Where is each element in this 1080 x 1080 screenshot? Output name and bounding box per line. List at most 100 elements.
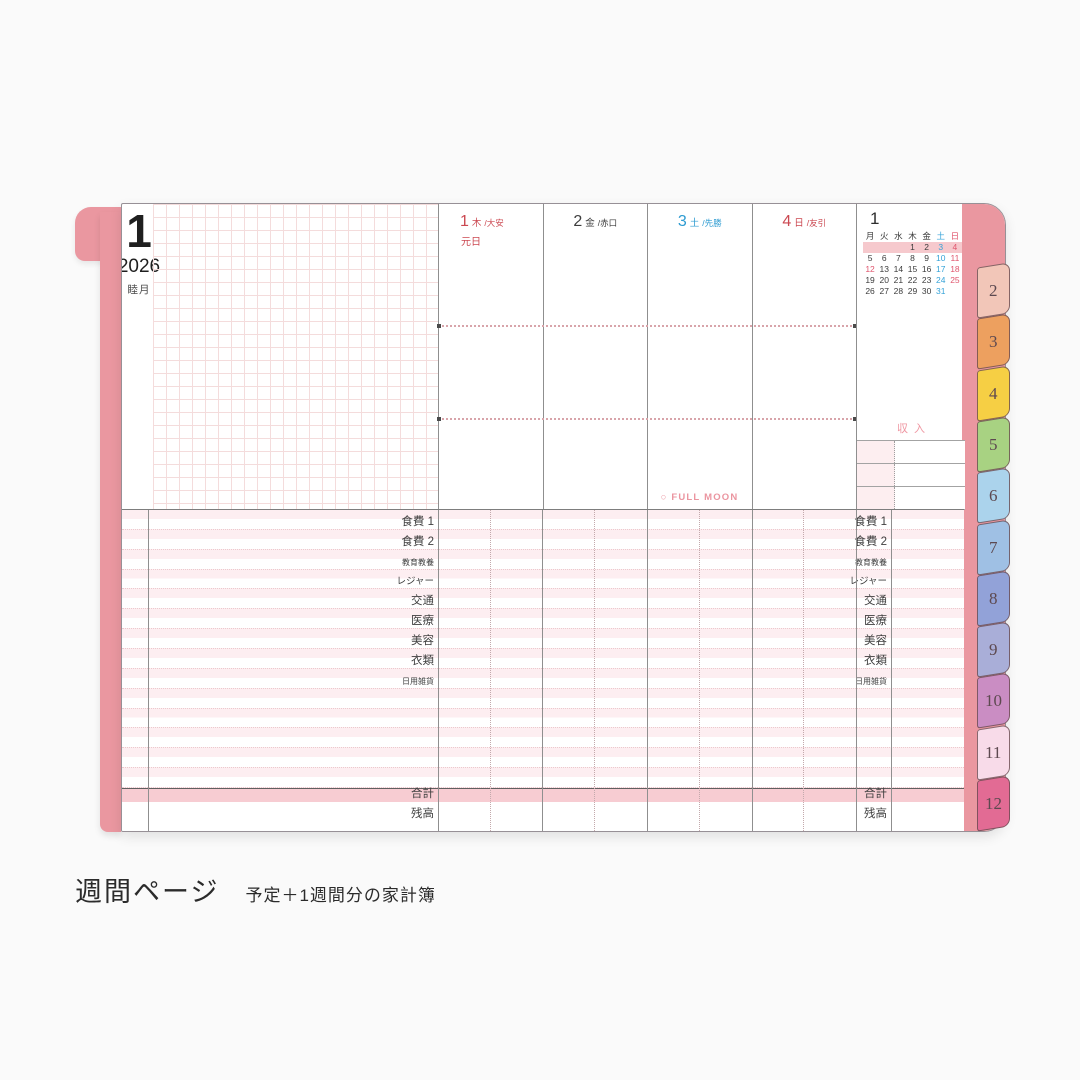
- day-number: 3: [677, 213, 687, 230]
- month-tab: 7: [977, 518, 1010, 576]
- month-number: 1: [126, 205, 152, 257]
- calendar-cell: 11: [950, 253, 960, 263]
- calendar-cell: 金: [922, 231, 931, 241]
- calendar-cell: 23: [921, 275, 932, 285]
- month-tab-label: 2: [989, 280, 998, 300]
- calendar-cell: 日: [950, 231, 960, 241]
- calendar-cell: 16: [921, 264, 932, 274]
- column-divider: [542, 510, 543, 831]
- expense-category-label-right: 食費 1: [854, 515, 887, 528]
- income-label-cell: [857, 441, 895, 463]
- expense-category-label-left: 美容: [411, 635, 434, 648]
- month-tab: 8: [977, 570, 1010, 627]
- expense-category-row: レジャー レジャー: [122, 569, 964, 590]
- column-divider: [891, 510, 892, 831]
- month-tab: 11: [977, 724, 1010, 781]
- day-header: 2 金 /赤口: [544, 213, 648, 231]
- calendar-cell: [891, 242, 906, 253]
- expense-category-label-right: 医療: [864, 615, 887, 628]
- calendar-cell: [948, 286, 962, 297]
- day-number: 1: [460, 213, 469, 230]
- calendar-cell: 24: [936, 275, 946, 285]
- day-header: 4 日 /友引: [753, 213, 857, 231]
- calendar-cell: [863, 242, 878, 253]
- income-section: 収入: [857, 420, 965, 510]
- month-tab: 4: [977, 364, 1010, 422]
- caption-title: 週間ページ: [75, 877, 220, 907]
- calendar-cell: 29: [907, 286, 918, 296]
- calendar-cell: 25: [950, 275, 960, 285]
- calendar-cell: 4: [947, 242, 962, 253]
- income-row: [857, 441, 965, 464]
- balance-label-left: 残高: [411, 808, 434, 820]
- day-rokuyo: /友引: [806, 218, 827, 228]
- calendar-cell: 10: [936, 253, 946, 263]
- expense-ledger: 食費 1 食費 1 食費 2 食費 2 教育教養 教育教養 レジャー レジャー …: [122, 509, 964, 831]
- column-divider-dotted: [699, 510, 700, 831]
- month-tab-label: 6: [989, 485, 998, 505]
- sidebar-column: 1 月火水木金土日 1 2 3 4 5 6 7 8 9 10 11 12 13 14 15 16 17 18 19 20…: [856, 204, 965, 510]
- month-tab: 6: [977, 467, 1010, 524]
- day-holiday-note: [648, 233, 752, 245]
- calendar-cell: 22: [907, 275, 918, 285]
- income-table: [857, 440, 965, 510]
- expense-category-label-right: 食費 2: [854, 535, 887, 548]
- month-tab: 5: [977, 416, 1010, 473]
- column-divider-dotted: [803, 510, 804, 831]
- day-number: 4: [782, 213, 792, 230]
- column-divider: [647, 510, 648, 831]
- expense-rows: 食費 1 食費 1 食費 2 食費 2 教育教養 教育教養 レジャー レジャー …: [122, 510, 964, 789]
- income-value-cell: [895, 487, 965, 509]
- day-column: 2 金 /赤口: [542, 204, 648, 509]
- expense-category-label-right: 美容: [864, 635, 887, 648]
- expense-category-row: [122, 708, 964, 729]
- income-value-cell: [895, 464, 965, 486]
- expense-category-label-left: レジャー: [396, 576, 434, 588]
- calendar-cell: 1: [905, 242, 920, 253]
- day-weekday: 土: [689, 218, 700, 229]
- calendar-cell: 15: [907, 264, 918, 274]
- calendar-cell: 13: [879, 264, 889, 274]
- calendar-cell: 木: [908, 231, 917, 241]
- month-tab-label: 5: [989, 434, 998, 454]
- schedule-divider-dotted-line: [437, 417, 857, 421]
- expense-category-label-left: 交通: [411, 595, 434, 608]
- expense-category-label-right: 衣類: [864, 654, 887, 667]
- calendar-cell: 30: [921, 286, 932, 296]
- calendar-cell: 21: [893, 275, 904, 285]
- calendar-cell: [877, 242, 892, 253]
- cover-spine: [100, 212, 121, 832]
- income-row: [857, 487, 965, 510]
- expense-category-label-left: 食費 1: [401, 515, 434, 528]
- calendar-cell: 27: [879, 286, 889, 296]
- expense-category-label-right: 日用雑貨: [855, 676, 887, 686]
- expense-category-label-right: 教育教養: [855, 557, 887, 567]
- expense-category-row: [122, 768, 964, 789]
- calendar-cell: 6: [881, 253, 887, 263]
- day-weekday: 木: [471, 218, 482, 229]
- schedule-divider-dotted-line: [437, 324, 857, 328]
- expense-category-row: 教育教養 教育教養: [122, 549, 964, 570]
- year-label: 2026: [121, 256, 161, 277]
- income-label-cell: [857, 464, 895, 486]
- expense-category-row: 食費 2 食費 2: [122, 529, 964, 550]
- day-header: 1 木 /大安: [439, 213, 543, 231]
- calendar-cell: 8: [910, 253, 915, 263]
- calendar-cell: 水: [894, 231, 903, 241]
- calendar-cell: 火: [879, 231, 889, 241]
- full-moon-label: ○ FULL MOON: [660, 492, 739, 503]
- month-tab-label: 4: [989, 383, 998, 403]
- day-weekday: 金: [585, 218, 595, 229]
- income-label-cell: [857, 487, 895, 509]
- expense-category-label-left: 衣類: [411, 654, 434, 667]
- day-holiday-note: 元日: [461, 236, 481, 248]
- calendar-cell: 月: [865, 231, 875, 241]
- calendar-cell: 5: [867, 253, 873, 263]
- calendar-cell: 土: [936, 231, 946, 241]
- expense-category-row: 医療 医療: [122, 609, 964, 630]
- photo-caption: 週間ページ 予定＋1週間分の家計簿: [75, 870, 436, 909]
- month-tab-label: 11: [985, 742, 1002, 762]
- month-tab: 12: [977, 775, 1010, 832]
- day-column: 1 木 /大安 元日: [438, 204, 543, 509]
